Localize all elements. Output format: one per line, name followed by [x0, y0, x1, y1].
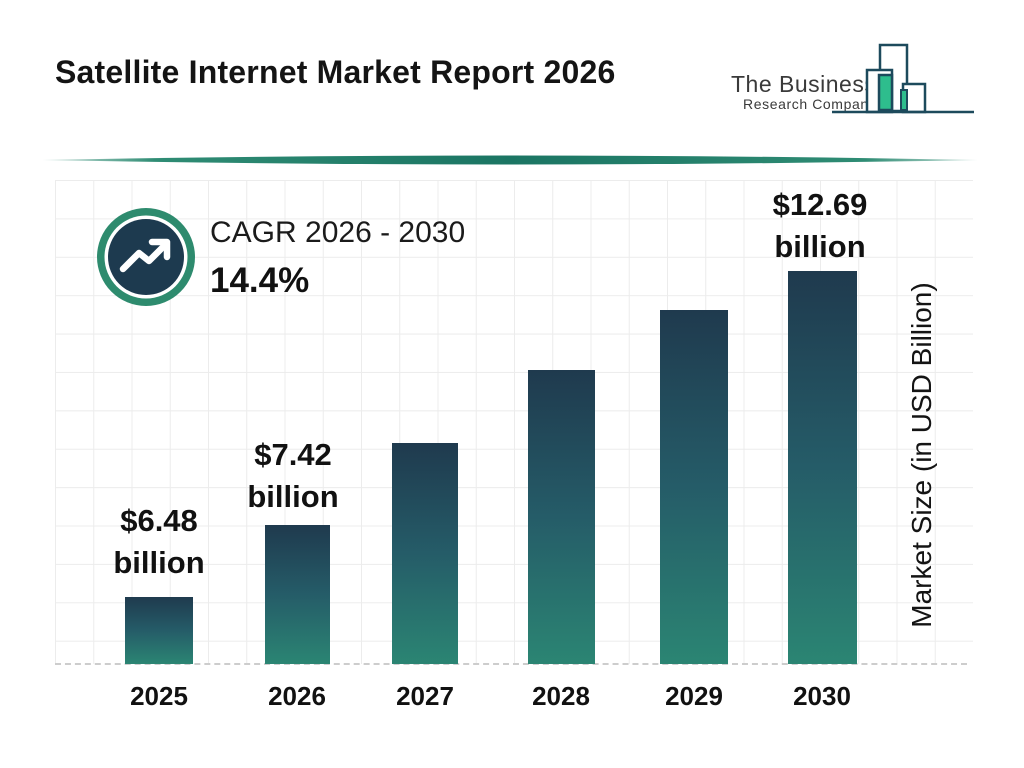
value-label-2030: $12.69 billion — [773, 184, 868, 268]
x-tick-2029: 2029 — [665, 681, 723, 711]
chart-area: $6.48 billion $7.42 billion $12.69 billi… — [55, 180, 973, 665]
value-amount: $6.48 — [120, 503, 198, 538]
bar-2029 — [660, 310, 728, 664]
value-amount: $12.69 — [772, 187, 868, 222]
company-logo: The Business Research Company — [725, 43, 977, 130]
bar-2025 — [125, 597, 193, 664]
logo-text-primary: The Business — [731, 71, 877, 97]
y-axis-label: Market Size (in USD Billion) — [906, 282, 937, 628]
bar-2028 — [528, 370, 595, 664]
x-axis-baseline — [55, 663, 967, 665]
bar-2026 — [265, 525, 330, 664]
divider-line — [42, 155, 978, 165]
value-unit: billion — [247, 479, 339, 514]
page-title: Satellite Internet Market Report 2026 — [55, 54, 616, 90]
cagr-value: 14.4% — [210, 261, 310, 300]
logo-text-secondary: Research Company — [743, 96, 877, 112]
value-label-2026: $7.42 billion — [247, 434, 338, 518]
value-unit: billion — [774, 229, 866, 264]
value-unit: billion — [113, 545, 205, 580]
bar-2027 — [392, 443, 458, 664]
x-tick-2027: 2027 — [396, 681, 454, 711]
logo-bar-chart-icon — [832, 43, 974, 114]
x-tick-2026: 2026 — [268, 681, 326, 711]
bar-2030 — [788, 271, 857, 664]
value-amount: $7.42 — [254, 437, 332, 472]
value-label-2025: $6.48 billion — [113, 500, 204, 584]
x-tick-2030: 2030 — [793, 681, 851, 711]
x-tick-2028: 2028 — [532, 681, 590, 711]
trending-up-icon — [97, 208, 195, 306]
cagr-period-label: CAGR 2026 - 2030 — [210, 216, 466, 249]
x-tick-2025: 2025 — [130, 681, 188, 711]
